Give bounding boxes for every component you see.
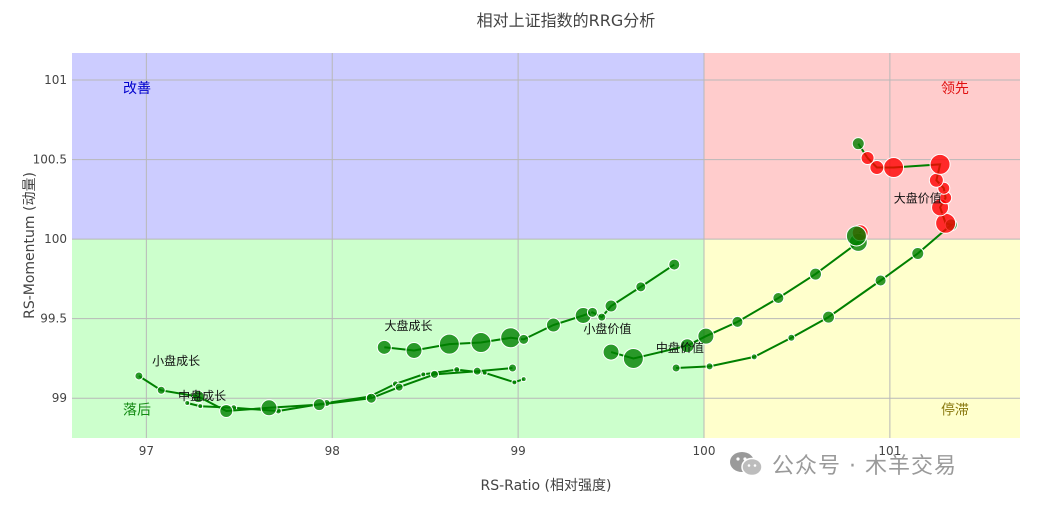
series-label: 小盘成长 (152, 353, 200, 368)
x-tick-label: 98 (325, 444, 340, 458)
series-point (604, 299, 618, 313)
series-point (586, 306, 598, 318)
series-point (394, 382, 404, 392)
y-tick-label: 99 (52, 391, 67, 405)
y-tick-label: 101 (44, 73, 67, 87)
series-label: 中盘成长 (178, 388, 226, 403)
series-point (376, 339, 392, 355)
series-point (929, 153, 951, 175)
series-point (500, 327, 522, 349)
series-point (365, 392, 377, 404)
series-point (869, 160, 885, 176)
series-point (511, 379, 518, 386)
x-tick-label: 97 (139, 444, 154, 458)
series-point (772, 292, 785, 304)
series-point (184, 400, 191, 406)
series-point (405, 342, 423, 359)
series-point (787, 333, 796, 342)
series-point (874, 274, 887, 287)
series-point (191, 390, 205, 404)
series-point (697, 327, 715, 345)
series-point (883, 157, 905, 179)
series-point (822, 310, 836, 324)
series-label: 小盘价值 (583, 321, 631, 336)
series-point (134, 371, 144, 381)
series-point (851, 137, 865, 151)
series-point (508, 363, 518, 373)
series-point (671, 363, 681, 373)
quadrant-bg (72, 239, 704, 438)
series-point (705, 362, 714, 371)
series-point (260, 399, 278, 417)
series-point (219, 403, 234, 418)
watermark-text: 公众号 · 木羊交易 (772, 454, 957, 479)
series-point (429, 369, 439, 379)
y-tick-label: 100 (44, 232, 67, 246)
series-label: 中盘价值 (656, 340, 704, 355)
series-point (470, 332, 492, 354)
chart-title: 相对上证指数的RRG分析 (477, 11, 656, 30)
series-point (197, 403, 204, 410)
series-point (860, 151, 875, 165)
series-point (928, 172, 944, 188)
series-point (545, 317, 561, 333)
quadrant-label: 改善 (123, 81, 151, 97)
series-point (312, 398, 326, 412)
y-axis-title: RS-Momentum (动量) (22, 172, 38, 319)
series-point (845, 225, 867, 247)
series-point (156, 385, 166, 395)
wechat-icon (730, 452, 763, 477)
y-tick-label: 99.5 (40, 312, 67, 326)
series-point (520, 376, 527, 383)
series-point (731, 315, 744, 328)
series-point (438, 333, 460, 355)
quadrant-label: 停滞 (941, 401, 969, 418)
series-point (809, 267, 823, 281)
series-point (911, 246, 925, 260)
series-point (668, 258, 681, 271)
series-point (602, 343, 620, 361)
watermark: 公众号 · 木羊交易 (728, 448, 957, 480)
series-point (750, 353, 758, 361)
series-point (622, 347, 644, 369)
series-point (597, 312, 607, 322)
series-point (420, 371, 427, 378)
x-tick-label: 99 (510, 444, 525, 458)
series-point (472, 366, 482, 376)
series-point (935, 212, 957, 234)
x-tick-label: 100 (693, 444, 716, 458)
x-axis-title: RS-Ratio (相对强度) (481, 478, 612, 494)
quadrant-label: 领先 (941, 81, 969, 97)
quadrant-label: 落后 (123, 402, 151, 418)
series-point (518, 333, 530, 345)
quadrant-bg (72, 53, 704, 240)
quadrant-bg (704, 239, 1020, 438)
y-tick-label: 100.5 (33, 153, 67, 167)
series-point (679, 338, 695, 354)
series-label: 大盘成长 (384, 318, 432, 333)
series-label: 大盘价值 (894, 191, 942, 206)
series-point (635, 281, 647, 293)
x-tick-label: 101 (878, 444, 901, 458)
